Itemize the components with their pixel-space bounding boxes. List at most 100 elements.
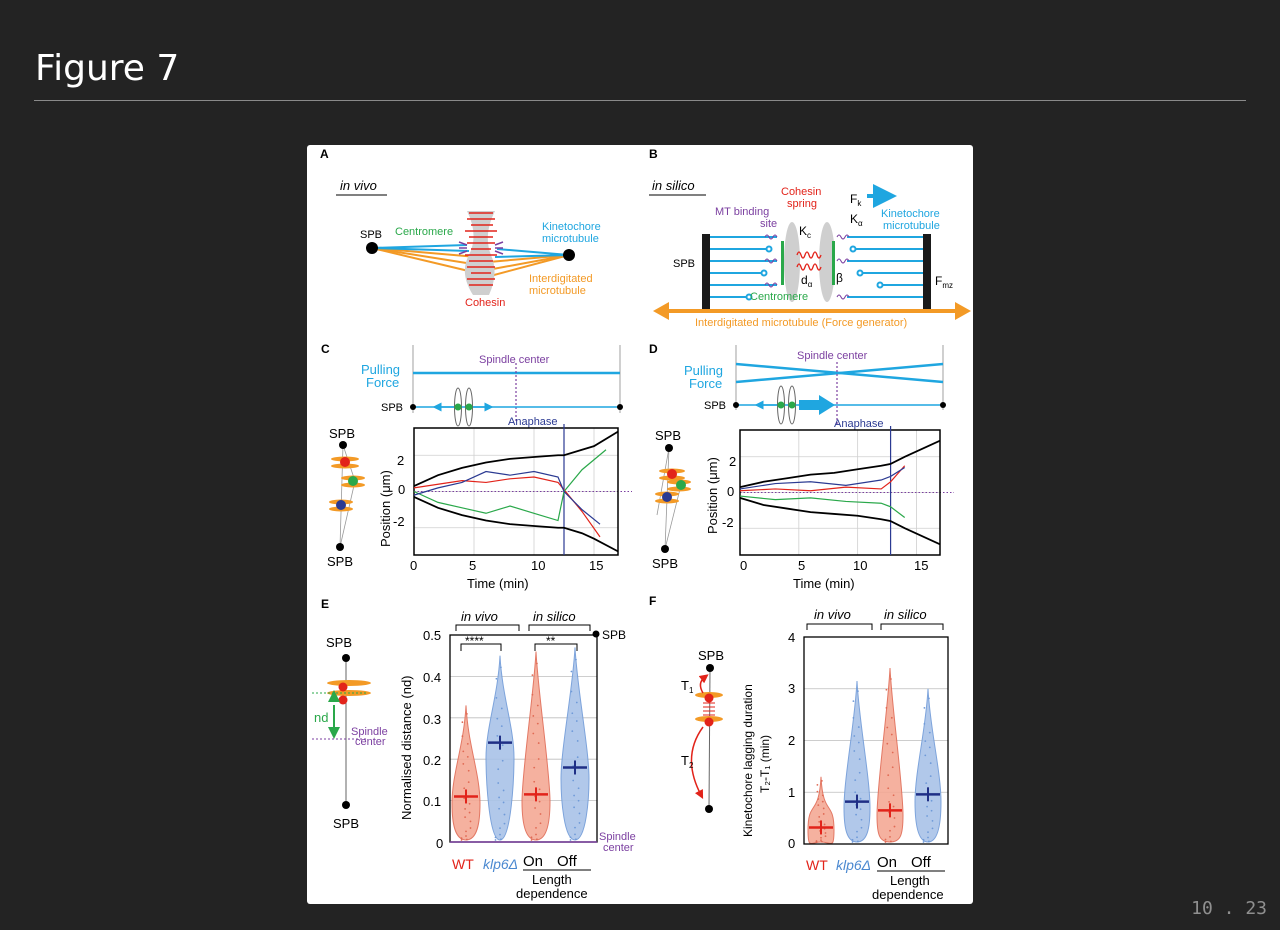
panel-a: A in vivo SPB Centromere Kinetochore	[320, 147, 601, 309]
violin-point	[498, 807, 500, 810]
panel-b-letter: B	[649, 147, 658, 161]
violin-point	[500, 838, 502, 841]
violin-point	[497, 768, 500, 771]
violin-point	[572, 779, 575, 782]
violin-point	[893, 825, 896, 828]
violin-point	[820, 839, 822, 841]
violin-point	[858, 758, 861, 761]
violin-point	[539, 822, 542, 825]
violin-point	[465, 830, 467, 833]
panel-f-ytick-0: 0	[788, 836, 795, 851]
panel-f-ytick-2: 2	[788, 733, 795, 748]
panel-f-ytick-4: 4	[788, 630, 795, 645]
violin-point	[570, 690, 573, 693]
violin-point	[891, 766, 894, 769]
violin-klp6Δ	[843, 680, 871, 843]
violin-point	[892, 805, 895, 808]
violin-point	[824, 832, 827, 834]
violin-point	[531, 693, 534, 696]
violin-point	[499, 827, 501, 830]
panel-e-sig-1: ****	[465, 634, 484, 648]
violin-point	[460, 839, 463, 841]
violin-point	[495, 696, 498, 699]
panel-c-spb: SPB	[381, 402, 403, 414]
panel-e-spindle-center-2: center	[355, 736, 386, 748]
violin-point	[926, 805, 928, 808]
panel-f-ytick-3: 3	[788, 681, 795, 696]
panel-f-length-2: dependence	[872, 887, 944, 902]
panel-f-xcat-klp6: klp6Δ	[836, 857, 871, 873]
violin-point	[496, 734, 499, 737]
panel-c-spindle-center: Spindle center	[479, 354, 550, 366]
panel-c-pulling-1: Pulling	[361, 362, 400, 377]
panel-b-subtitle: in silico	[652, 178, 695, 193]
violin-point	[856, 836, 858, 839]
panel-b-kc: Kc	[799, 224, 811, 240]
violin-point	[890, 733, 893, 736]
violin-point	[890, 678, 892, 680]
violin-point	[929, 762, 932, 765]
violin-point	[853, 735, 856, 737]
panel-f-xcat-on: On	[877, 854, 897, 871]
violin-point	[922, 841, 925, 843]
violin-point	[494, 836, 497, 839]
panel-e-spb-top: SPB	[326, 635, 352, 650]
violin-point	[852, 700, 855, 702]
violin-point	[927, 831, 929, 834]
panel-b-interdigitated-label: Interdigitated microtubule (Force genera…	[695, 317, 907, 329]
violin-point	[887, 787, 890, 790]
panel-a-interdigitated-label-1: Interdigitated	[529, 273, 593, 285]
panel-b-kinetochore-mt-1: Kinetochore	[881, 208, 940, 220]
panel-b-binding-springs	[764, 234, 850, 300]
figure-svg: A in vivo SPB Centromere Kinetochore	[312, 147, 971, 902]
panel-e-group-insilico: in silico	[533, 609, 576, 624]
violin-point	[816, 783, 819, 786]
violin-point	[469, 827, 472, 829]
violin-point	[469, 820, 472, 823]
violin-point	[928, 746, 931, 749]
violin-point	[930, 809, 933, 812]
violin-point	[884, 838, 887, 841]
panel-a-cohesin-label: Cohesin	[465, 297, 505, 309]
panel-d-spindle-center: Spindle center	[797, 350, 868, 362]
panel-f-xcat-wt: WT	[806, 857, 828, 873]
panel-e-xcat-klp6: klp6Δ	[483, 856, 518, 872]
panel-e-spb-bottom: SPB	[333, 816, 359, 831]
violin-point	[536, 722, 539, 725]
panel-e-length-2: dependence	[516, 886, 588, 901]
panel-c-xtick-10: 10	[531, 558, 545, 573]
violin-point	[886, 726, 889, 729]
violin-Off	[560, 647, 590, 841]
panel-e-ytick-05: 0.5	[423, 628, 441, 643]
violin-point	[464, 816, 466, 819]
panel-c: C Pulling Force Spindle center SPB Anaph…	[321, 342, 632, 591]
plot-frame	[739, 429, 941, 556]
slide-title: Figure 7	[35, 48, 180, 89]
violin-point	[461, 735, 464, 738]
violin-point	[922, 838, 925, 841]
panel-d-xtick-0: 0	[740, 558, 747, 573]
panel-a-interdigitated-label-2: microtubule	[529, 285, 586, 297]
panel-d-spb-top: SPB	[655, 428, 681, 443]
violin-point	[854, 779, 857, 782]
panel-a-letter: A	[320, 147, 329, 161]
violin-point	[818, 816, 821, 818]
panel-d-anaphase: Anaphase	[834, 418, 884, 430]
panel-e-xcat-off: Off	[557, 853, 578, 870]
panel-a-spb-label: SPB	[360, 229, 382, 241]
violin-point	[576, 756, 579, 759]
violin-point	[822, 813, 825, 815]
panel-e: E SPB SPB nd Spindle center in vivo in s…	[312, 597, 636, 901]
violin-point	[463, 787, 466, 790]
violin-point	[502, 801, 505, 804]
panel-f-t1: T1	[681, 678, 694, 695]
panel-e-spb-right: SPB	[602, 628, 626, 642]
violin-point	[857, 741, 860, 744]
violin-point	[885, 688, 888, 691]
violin-point	[926, 815, 928, 817]
violin-point	[823, 823, 826, 826]
violin-point	[571, 712, 574, 715]
panel-c-pulling-2: Force	[366, 375, 399, 390]
violin-point	[821, 840, 823, 843]
panel-c-spb-top: SPB	[329, 426, 355, 441]
